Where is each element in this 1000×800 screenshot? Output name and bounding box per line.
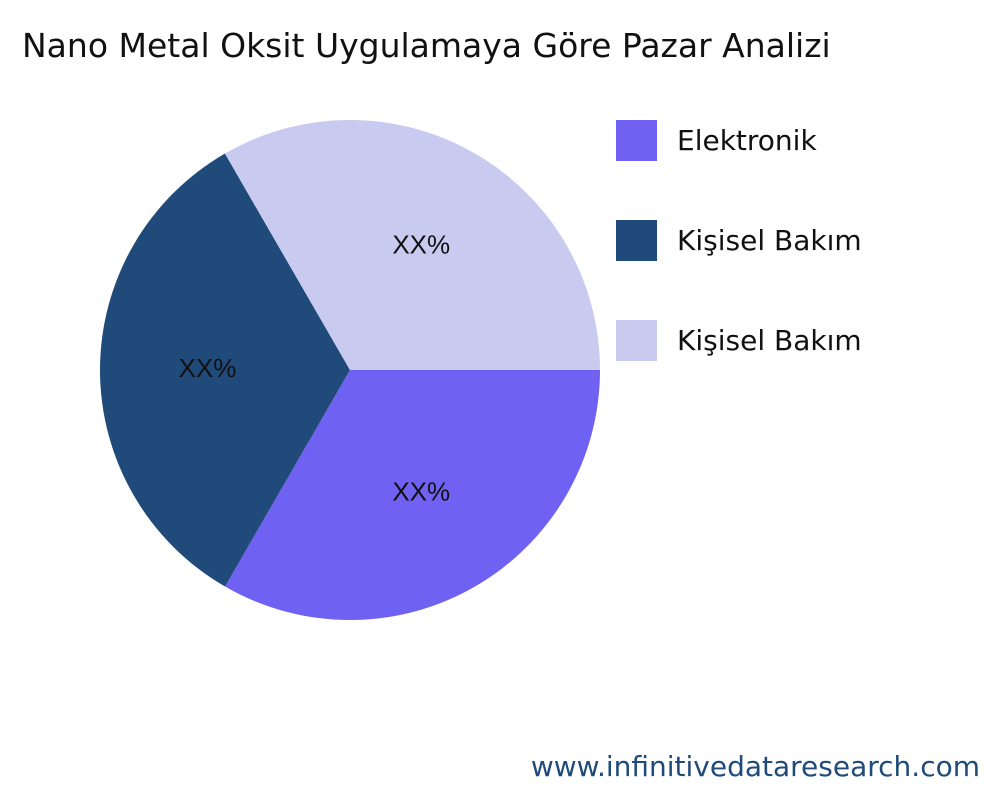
legend-item-elektronik: Elektronik xyxy=(616,119,817,161)
slice-label-0: XX% xyxy=(392,476,450,506)
legend-item-kisisel-bakim: Kişisel Bakım xyxy=(616,219,862,261)
legend-label: Kişisel Bakım xyxy=(677,323,862,357)
chart-title: Nano Metal Oksit Uygulamaya Göre Pazar A… xyxy=(22,26,831,65)
watermark-url: www.infinitivedataresearch.com xyxy=(530,750,980,783)
slice-label-2: XX% xyxy=(392,229,450,259)
legend-swatch xyxy=(616,219,657,261)
pie-slice-0 xyxy=(225,370,600,621)
legend-label: Kişisel Bakım xyxy=(677,223,862,257)
pie-slice-2 xyxy=(224,119,601,371)
legend-swatch xyxy=(616,119,657,161)
slice-label-1: XX% xyxy=(179,353,237,383)
legend-item-kisisel-bakim-2: Kişisel Bakım xyxy=(616,319,862,361)
pie-slice-1 xyxy=(100,153,350,587)
legend-swatch xyxy=(616,319,657,361)
legend-label: Elektronik xyxy=(677,123,817,157)
